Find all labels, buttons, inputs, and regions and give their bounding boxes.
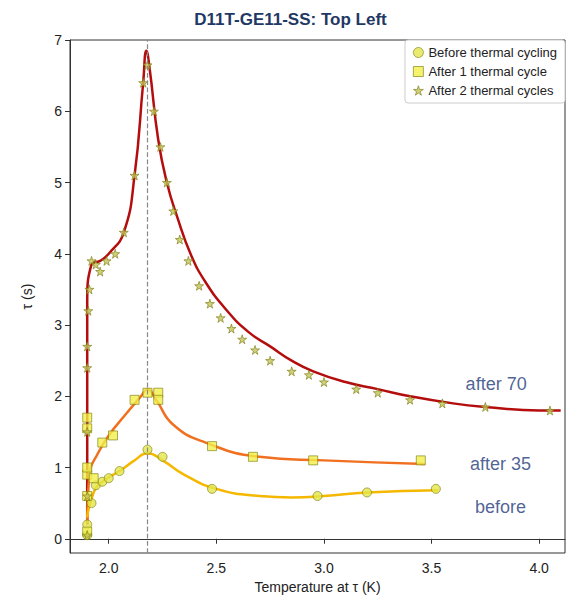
- svg-text:D11T-GE11-SS: Top Left: D11T-GE11-SS: Top Left: [194, 10, 387, 29]
- svg-text:Temperature at τ (K): Temperature at τ (K): [254, 579, 380, 595]
- svg-text:3: 3: [54, 317, 62, 333]
- svg-text:Before thermal cycling: Before thermal cycling: [428, 45, 557, 60]
- svg-text:0: 0: [54, 531, 62, 547]
- svg-text:6: 6: [54, 103, 62, 119]
- svg-text:before: before: [475, 497, 526, 517]
- svg-text:After 2 thermal cycles: After 2 thermal cycles: [428, 83, 553, 98]
- svg-text:7: 7: [54, 32, 62, 48]
- svg-text:4: 4: [54, 246, 62, 262]
- svg-text:τ (s): τ (s): [19, 284, 35, 310]
- svg-text:2: 2: [54, 388, 62, 404]
- svg-text:After 1 thermal cycle: After 1 thermal cycle: [428, 64, 547, 79]
- svg-text:3.5: 3.5: [422, 560, 442, 576]
- svg-text:after 35: after 35: [470, 454, 531, 474]
- svg-text:2.5: 2.5: [207, 560, 227, 576]
- svg-text:1: 1: [54, 460, 62, 476]
- svg-text:after 70: after 70: [466, 374, 527, 394]
- svg-text:2.0: 2.0: [99, 560, 119, 576]
- svg-text:5: 5: [54, 175, 62, 191]
- svg-text:4.0: 4.0: [529, 560, 549, 576]
- svg-text:3.0: 3.0: [314, 560, 334, 576]
